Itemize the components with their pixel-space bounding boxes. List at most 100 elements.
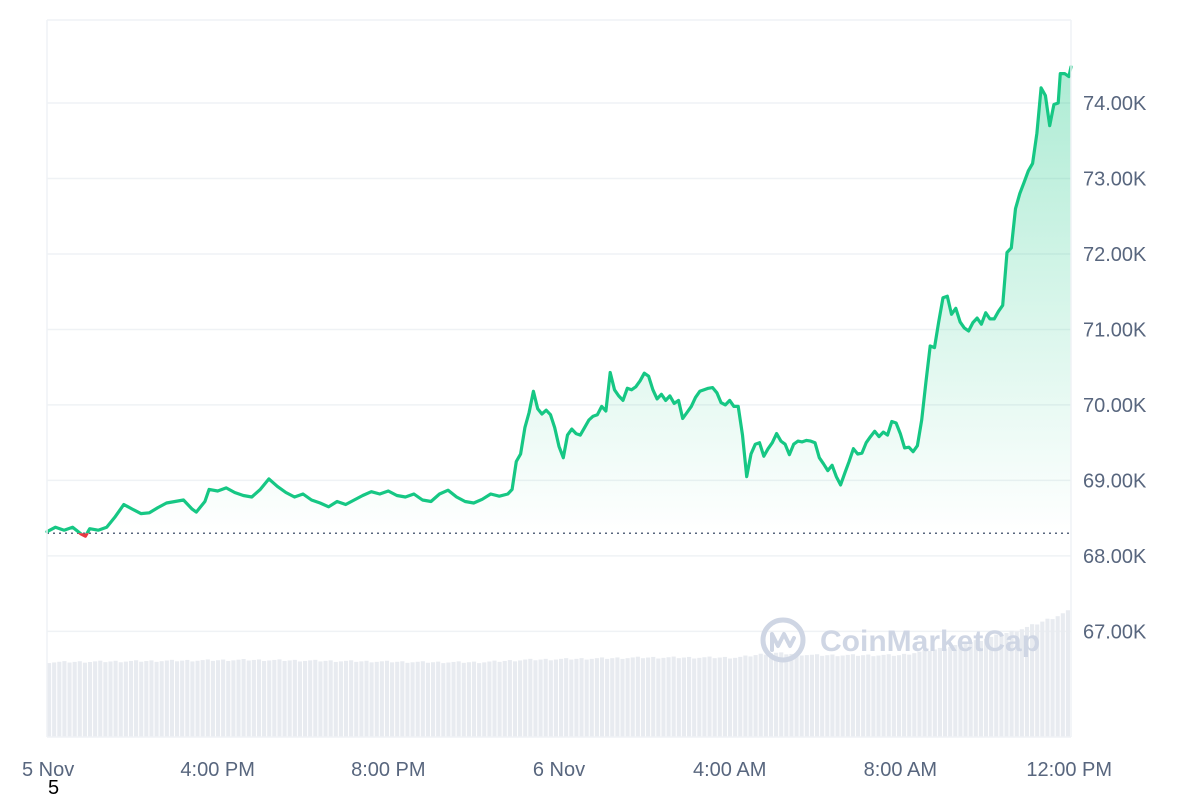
volume-bar — [1030, 624, 1035, 737]
volume-bar — [149, 660, 154, 737]
volume-bar — [589, 658, 594, 737]
volume-bar — [164, 660, 169, 737]
volume-bar — [256, 659, 262, 737]
volume-bar — [477, 663, 482, 737]
volume-bar — [671, 656, 676, 737]
volume-bar — [912, 653, 917, 737]
volume-bar — [994, 634, 999, 737]
volume-bar — [461, 662, 466, 737]
volume-bar — [569, 659, 574, 737]
volume-bar — [712, 658, 717, 737]
volume-bar — [93, 661, 98, 737]
x-tick-label: 5 Nov — [22, 759, 74, 781]
volume-bar — [338, 661, 343, 737]
volume-bar — [584, 659, 589, 737]
volume-bar — [866, 654, 871, 737]
volume-bar — [441, 663, 446, 737]
volume-bar — [466, 662, 471, 737]
volume-bar — [108, 661, 113, 737]
volume-bar — [169, 659, 174, 737]
volume-bar — [349, 660, 354, 737]
volume-bar — [594, 658, 599, 737]
price-area-fill — [47, 66, 1071, 534]
coinmarketcap-logo-icon — [760, 617, 806, 663]
volume-bar — [564, 658, 569, 737]
volume-bar — [932, 649, 937, 737]
volume-bar — [1004, 633, 1009, 737]
volume-bar — [784, 654, 789, 737]
volume-bar — [559, 658, 564, 737]
volume-bar — [292, 659, 297, 737]
volume-bar — [374, 661, 379, 737]
volume-bar — [221, 659, 226, 737]
volume-bar — [390, 662, 395, 737]
volume-bar — [1050, 619, 1055, 737]
volume-bar — [52, 662, 57, 737]
volume-bar — [492, 660, 497, 737]
volume-bar — [282, 660, 287, 737]
volume-bar — [262, 661, 267, 737]
volume-bar — [98, 660, 103, 737]
price-line — [45, 65, 1073, 538]
volume-bar — [543, 658, 548, 737]
volume-bar — [200, 660, 205, 737]
volume-bar — [804, 655, 809, 737]
volume-bar — [748, 656, 753, 737]
volume-bar — [67, 662, 72, 737]
volume-bar — [518, 660, 523, 737]
volume-bar — [303, 660, 308, 737]
volume-bar — [574, 658, 579, 737]
volume-bar — [134, 660, 139, 737]
volume-bar — [845, 654, 850, 737]
volume-bar — [692, 658, 697, 737]
volume-bar — [830, 654, 835, 737]
volume-bar — [333, 661, 338, 737]
volume-bar — [1055, 616, 1060, 737]
volume-bar — [533, 660, 538, 737]
volume-bar — [425, 662, 430, 737]
x-tick-label: 8:00 PM — [351, 759, 425, 781]
volume-bar — [405, 662, 410, 737]
y-tick-label: 68.00K — [1083, 546, 1147, 568]
volume-bar — [1014, 631, 1019, 737]
volume-bar — [205, 659, 210, 737]
volume-bar — [620, 658, 625, 737]
volume-bar — [236, 659, 241, 737]
volume-bar — [487, 661, 492, 737]
volume-bar — [968, 642, 973, 737]
volume-bar — [185, 659, 190, 737]
volume-bar — [1019, 629, 1024, 737]
x-axis-labels: 5 Nov 4:00 PM 8:00 PM 6 Nov 4:00 AM 8:00 AM 12… — [22, 759, 1112, 781]
volume-bar — [431, 662, 436, 737]
volume-bar — [241, 658, 246, 737]
volume-bar — [154, 661, 159, 737]
volume-bar — [123, 661, 128, 737]
y-tick-label: 72.00K — [1083, 244, 1147, 266]
volume-bar — [159, 661, 164, 737]
volume-bar — [891, 655, 896, 737]
y-axis-labels: 74.00K 73.00K 72.00K 71.00K 70.00K 69.00K 68.0… — [1083, 93, 1147, 643]
volume-bar — [999, 635, 1004, 737]
x-tick-label: 6 Nov — [533, 759, 585, 781]
volume-bar — [763, 654, 768, 737]
volume-bar — [779, 652, 784, 737]
volume-bar — [369, 662, 374, 737]
volume-bar — [937, 647, 942, 737]
volume-bar — [799, 655, 804, 737]
volume-bar — [72, 661, 77, 737]
volume-bar — [379, 661, 384, 737]
volume-bar — [415, 661, 420, 737]
y-tick-label: 69.00K — [1083, 470, 1147, 492]
x-tick-label: 12:00 PM — [1026, 759, 1112, 781]
y-tick-label: 73.00K — [1083, 168, 1147, 190]
volume-bar — [676, 658, 681, 737]
volume-bar — [308, 660, 313, 737]
price-line-up — [45, 65, 1073, 534]
y-tick-label: 70.00K — [1083, 395, 1147, 417]
volume-bar — [896, 655, 902, 737]
volume-bar — [774, 652, 779, 737]
volume-bar — [144, 661, 149, 737]
volume-bar — [507, 660, 512, 737]
volume-bar — [978, 640, 983, 737]
